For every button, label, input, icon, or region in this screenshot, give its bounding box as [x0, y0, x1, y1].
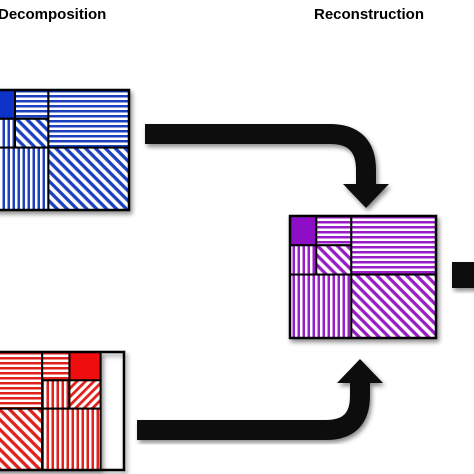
top-merge-arrow	[145, 124, 389, 208]
subband-h2	[14, 89, 50, 120]
subband-approx	[289, 215, 318, 247]
panel-outline	[288, 214, 438, 340]
subband-v2	[0, 117, 17, 149]
subband-d2	[68, 379, 102, 410]
subband-d1	[47, 146, 131, 211]
panel-outline	[0, 350, 126, 472]
panel-outline	[0, 88, 131, 212]
subband-h1	[350, 215, 437, 276]
subband-d2	[14, 117, 50, 149]
decomposition-heading: Decomposition	[0, 6, 107, 23]
subband-h2	[41, 351, 71, 382]
subband-v2	[289, 244, 318, 276]
subband-v1	[289, 273, 353, 339]
subband-h1	[0, 351, 44, 410]
subband-h2	[315, 215, 353, 247]
subband-d1	[350, 273, 437, 339]
subband-approx	[68, 351, 102, 382]
subband-v1	[41, 407, 102, 471]
subband-d1	[0, 407, 44, 471]
bottom-merge-arrow	[137, 359, 383, 440]
output-arrow	[452, 262, 474, 288]
reconstruction-heading: Reconstruction	[314, 6, 425, 23]
blue-wavelet-decomposition	[0, 88, 131, 212]
subband-h1	[47, 89, 131, 149]
subband-v1	[0, 146, 50, 211]
subband-approx	[0, 89, 17, 120]
subband-d2	[315, 244, 353, 276]
red-wavelet-decomposition	[0, 350, 126, 472]
purple-wavelet-reconstruction	[288, 214, 438, 340]
subband-v2	[41, 379, 71, 410]
